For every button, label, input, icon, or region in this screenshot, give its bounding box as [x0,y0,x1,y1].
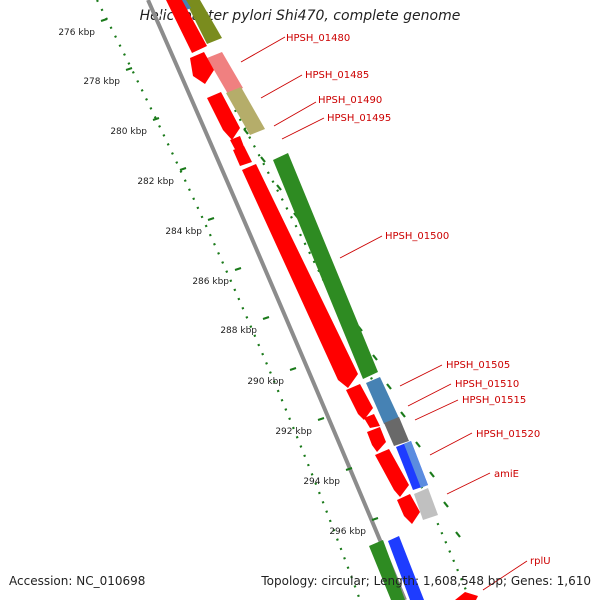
gene-feature-lower-green[interactable] [369,540,405,600]
ruler-tick-mark [262,316,270,320]
callout-line [482,560,528,591]
gene-label[interactable]: HPSH_01485 [305,70,369,81]
gene-label[interactable]: HPSH_01505 [446,360,510,371]
ruler-tick-mark [386,383,392,390]
gene-feature-hpsh-01505[interactable] [366,377,399,424]
gene-feature-red-5[interactable] [233,146,252,166]
ruler-tick-label: 282 kbp [137,177,174,187]
callout-line [339,235,383,259]
gene-feature-hpsh-01520-shade [404,441,428,488]
callout-line [429,432,473,456]
gene-feature-red-7[interactable] [346,384,373,420]
ruler-tick-label: 290 kbp [247,377,284,387]
callout-line [399,364,443,387]
genome-backbone-inner [153,0,412,600]
ruler-tick-mark [400,411,406,418]
gene-label-callouts [240,36,528,591]
gene-label[interactable]: HPSH_01490 [318,95,382,106]
gene-feature-amie[interactable] [414,488,438,520]
ruler-tick-label: 294 kbp [303,477,340,487]
gene-feature-rplu[interactable] [455,592,478,600]
gene-label[interactable]: HPSH_01480 [286,33,350,44]
ruler-tick-label: 284 kbp [165,227,202,237]
genome-summary-text: Topology: circular; Length: 1,608,548 bp… [261,574,591,588]
gene-label[interactable]: HPSH_01495 [327,113,391,124]
ruler-tick-label: 292 kbp [275,427,312,437]
gene-label[interactable]: HPSH_01520 [476,429,540,440]
gene-feature-hpsh-01490[interactable] [226,87,265,135]
ruler-tick-mark [100,18,108,22]
map-title: Helicobacter pylori Shi470, complete gen… [139,8,461,24]
gene-features [166,0,478,600]
ruler-tick-mark [260,156,266,163]
gene-label[interactable]: HPSH_01510 [455,379,519,390]
gene-label[interactable]: amiE [494,469,519,480]
gene-feature-red-3[interactable] [207,92,240,140]
callout-line [281,117,325,140]
ruler-tick-label: 288 kbp [220,326,257,336]
ruler-tick-mark [345,467,353,471]
callout-line [273,101,317,127]
gene-feature-red-2[interactable] [190,52,214,84]
callout-line [414,399,459,421]
ruler-tick-label: 280 kbp [110,127,147,137]
ruler-tick-mark [179,167,187,171]
ruler-tick-mark [234,267,242,271]
gene-feature-hpsh-01510[interactable] [364,414,380,428]
ruler-tick-mark [207,217,215,221]
gene-feature-lower-blue[interactable] [388,536,424,600]
genome-backbone [146,0,407,600]
callout-line [407,383,452,407]
ruler-tick-label: 286 kbp [192,277,229,287]
ruler-tick-mark [243,128,249,135]
gene-feature-red-10[interactable] [375,449,409,497]
gene-label[interactable]: rplU [530,556,551,567]
ruler-tick-mark [317,417,325,421]
ruler-tick-label: 276 kbp [58,28,95,38]
gene-label[interactable]: HPSH_01500 [385,231,449,242]
ruler-tick-mark [372,354,378,361]
ruler-tick-mark [371,517,379,521]
gene-feature-hpsh-01515[interactable] [384,417,409,446]
accession-text: Accession: NC_010698 [9,574,146,588]
callout-line [240,36,286,63]
ruler-tick-mark [276,184,282,191]
ruler-tick-label: 278 kbp [83,77,120,87]
ruler-tick-mark [125,67,133,71]
ruler-tick-mark [289,367,297,371]
gene-feature-red-9[interactable] [367,427,386,452]
ruler-tick-mark [152,117,160,121]
callout-line [260,74,303,99]
gene-feature-hpsh-01480[interactable] [185,0,222,44]
ruler-tick-mark [443,501,449,508]
ruler-ticks: 276 kbp 278 kbp 280 kbp 282 kbp 284 kbp 286 k… [58,18,461,538]
callout-line [446,472,491,495]
gene-labels: HPSH_01480 HPSH_01485 HPSH_01490 HPSH_01… [286,33,551,567]
ruler-tick-mark [415,441,421,448]
gene-feature-red-1[interactable] [166,0,207,53]
ruler-tick-mark [455,531,461,538]
ruler-tick-mark [429,471,435,478]
gene-feature-red-11[interactable] [397,494,420,524]
gene-feature-red-6[interactable] [242,164,358,388]
gene-feature-hpsh-01500[interactable] [273,153,378,379]
ruler-tick-label: 296 kbp [329,527,366,537]
gene-label[interactable]: HPSH_01515 [462,395,526,406]
gene-feature-hpsh-01485[interactable] [207,52,243,94]
